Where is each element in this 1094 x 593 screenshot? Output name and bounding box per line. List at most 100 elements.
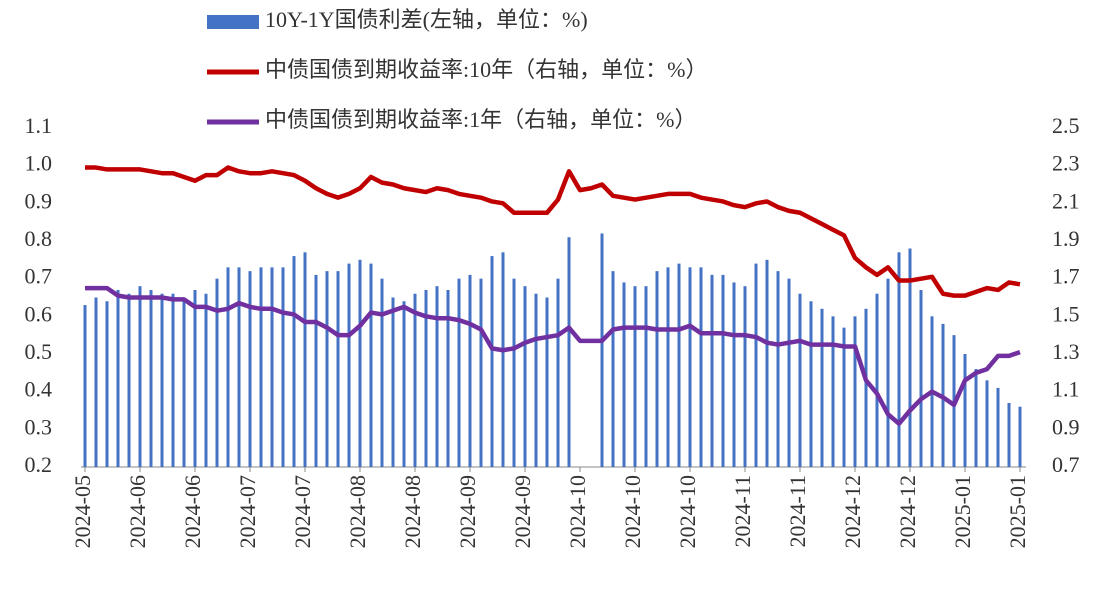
legend-label: 中债国债到期收益率:1年（右轴，单位：%） [265, 107, 696, 132]
bar [919, 289, 923, 467]
bar [897, 252, 901, 467]
bar [369, 263, 373, 467]
bar [787, 278, 791, 467]
y2-tick-label: 1.3 [1052, 339, 1080, 364]
bar [842, 327, 846, 467]
bar [479, 278, 483, 467]
bar [908, 248, 912, 467]
bar [468, 274, 472, 467]
y2-tick-label: 2.1 [1052, 188, 1080, 213]
y2-tick-label: 1.7 [1052, 264, 1080, 289]
bar [765, 259, 769, 467]
bar [677, 263, 681, 467]
bar [160, 293, 164, 467]
x-tick-label: 2024-07 [290, 475, 315, 548]
bar [974, 369, 978, 467]
bar [358, 259, 362, 467]
x-tick-label: 2024-05 [70, 475, 95, 548]
bar [556, 278, 560, 467]
bar [809, 301, 813, 467]
bar [611, 271, 615, 467]
bar [127, 293, 131, 467]
x-tick-label: 2025-01 [1005, 475, 1030, 548]
y-tick-label: 0.7 [25, 264, 53, 289]
bar [182, 297, 186, 467]
bar [193, 289, 197, 467]
x-tick-label: 2024-12 [840, 475, 865, 548]
bar [710, 274, 714, 467]
bar [512, 278, 516, 467]
y2-tick-label: 2.3 [1052, 151, 1080, 176]
bar [457, 278, 461, 467]
bar [633, 286, 637, 467]
y2-tick-label: 0.9 [1052, 414, 1080, 439]
bar [435, 286, 439, 467]
y-tick-label: 1.1 [25, 113, 53, 138]
bar [699, 267, 703, 467]
bar [490, 256, 494, 467]
bar [204, 293, 208, 467]
x-tick-label: 2024-08 [400, 475, 425, 548]
bar [248, 271, 252, 467]
y-tick-label: 0.6 [25, 301, 53, 326]
y-tick-label: 0.3 [25, 414, 53, 439]
bar [644, 286, 648, 467]
bar [270, 267, 274, 467]
bar [391, 297, 395, 467]
bar [655, 271, 659, 467]
bar [138, 286, 142, 467]
x-tick-label: 2024-10 [565, 475, 590, 548]
y2-tick-label: 2.5 [1052, 113, 1080, 138]
bar [732, 282, 736, 467]
y2-tick-label: 1.5 [1052, 301, 1080, 326]
bar [424, 289, 428, 467]
bar [776, 271, 780, 467]
x-tick-label: 2024-11 [785, 475, 810, 548]
y-tick-label: 1.0 [25, 151, 53, 176]
bar [545, 297, 549, 467]
bar [798, 293, 802, 467]
bar [743, 286, 747, 467]
bar [875, 293, 879, 467]
bar [567, 237, 571, 467]
bar [226, 267, 230, 467]
bar [171, 293, 175, 467]
y-tick-label: 0.2 [25, 452, 53, 477]
bar [259, 267, 263, 467]
bar [996, 387, 1000, 467]
bar [754, 263, 758, 467]
x-tick-label: 2024-09 [510, 475, 535, 548]
y-tick-label: 0.5 [25, 339, 53, 364]
y2-tick-label: 0.7 [1052, 452, 1080, 477]
bar [380, 278, 384, 467]
x-tick-label: 2024-11 [730, 475, 755, 548]
bar [688, 267, 692, 467]
bar [886, 278, 890, 467]
bar [237, 267, 241, 467]
bar [864, 308, 868, 467]
bar [83, 305, 87, 467]
bar [622, 282, 626, 467]
bar [985, 380, 989, 467]
y-tick-label: 0.9 [25, 188, 53, 213]
x-tick-label: 2024-07 [235, 475, 260, 548]
x-tick-label: 2025-01 [950, 475, 975, 548]
bar [215, 278, 219, 467]
bar [413, 293, 417, 467]
bar [853, 316, 857, 467]
x-tick-label: 2024-06 [180, 475, 205, 548]
legend-label: 10Y-1Y国债利差(左轴，单位：%) [265, 7, 588, 32]
bar [1007, 402, 1011, 467]
bar [721, 274, 725, 467]
y-tick-label: 0.4 [25, 377, 53, 402]
y-tick-label: 0.8 [25, 226, 53, 251]
bar [1018, 406, 1022, 467]
y2-tick-label: 1.9 [1052, 226, 1080, 251]
bar [149, 289, 153, 467]
bar [281, 267, 285, 467]
x-tick-label: 2024-08 [345, 475, 370, 548]
legend-swatch [207, 15, 259, 29]
bar [820, 308, 824, 467]
bar [336, 271, 340, 467]
